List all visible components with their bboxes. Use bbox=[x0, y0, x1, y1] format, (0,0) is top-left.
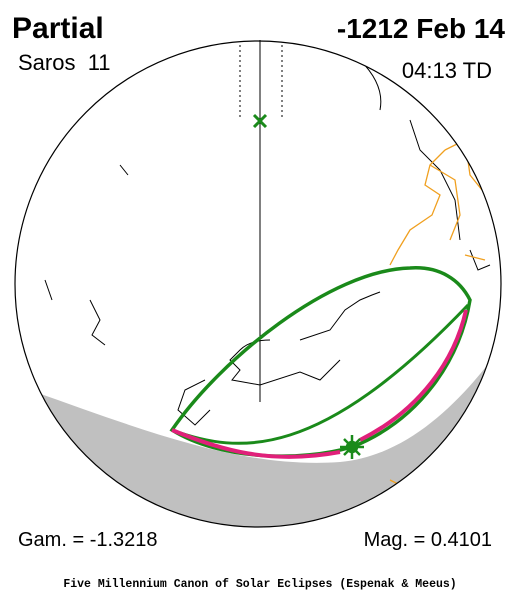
coastline bbox=[44, 59, 491, 426]
max-eclipse-curve bbox=[171, 309, 468, 459]
night-side bbox=[15, 320, 501, 527]
credit: Five Millennium Canon of Solar Eclipses … bbox=[63, 578, 456, 591]
globe-outline bbox=[14, 40, 502, 528]
eclipse-limit bbox=[171, 303, 470, 445]
time: 04:13 TD bbox=[402, 58, 492, 83]
sub-axis-point bbox=[252, 113, 268, 129]
date: -1212 Feb 14 bbox=[337, 13, 506, 44]
globe bbox=[15, 41, 501, 527]
gamma: Gam. = -1.3218 bbox=[18, 529, 158, 551]
title: Partial bbox=[12, 12, 104, 45]
magnitude: Mag. = 0.4101 bbox=[364, 529, 492, 551]
saros: Saros 11 bbox=[18, 50, 111, 75]
greatest-eclipse bbox=[340, 435, 364, 459]
